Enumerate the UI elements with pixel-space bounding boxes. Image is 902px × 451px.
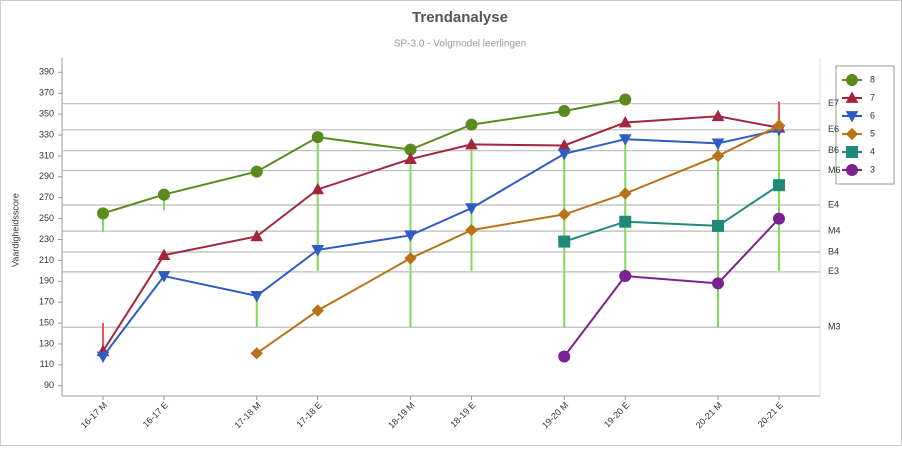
series-line bbox=[102, 128, 780, 358]
marker bbox=[558, 350, 571, 363]
legend-label: 8 bbox=[870, 74, 875, 84]
marker bbox=[712, 277, 724, 290]
marker bbox=[845, 111, 859, 123]
marker bbox=[619, 270, 632, 283]
reference-label: B4 bbox=[828, 246, 839, 256]
marker bbox=[845, 91, 859, 103]
marker bbox=[558, 105, 571, 118]
marker bbox=[773, 212, 785, 225]
marker bbox=[465, 137, 478, 150]
reference-label: E3 bbox=[828, 266, 839, 276]
chart-title: Trendanalyse bbox=[412, 9, 508, 26]
y-tick-label: 290 bbox=[39, 171, 54, 181]
marker bbox=[711, 138, 725, 150]
marker bbox=[846, 74, 858, 86]
reference-label: E6 bbox=[828, 124, 839, 134]
y-tick-label: 310 bbox=[39, 150, 54, 160]
legend-box bbox=[835, 65, 895, 185]
reference-label: M3 bbox=[828, 322, 841, 332]
y-tick-label: 190 bbox=[39, 276, 54, 286]
marker bbox=[557, 148, 571, 161]
marker bbox=[712, 219, 724, 232]
y-tick-label: 130 bbox=[39, 338, 54, 348]
legend-label: 7 bbox=[870, 92, 875, 102]
marker bbox=[465, 223, 478, 237]
y-tick-label: 270 bbox=[39, 192, 54, 202]
y-tick-label: 210 bbox=[39, 255, 54, 265]
y-tick-label: 370 bbox=[39, 88, 54, 98]
marker bbox=[158, 188, 170, 201]
legend-label: 5 bbox=[870, 128, 875, 138]
series-line bbox=[563, 217, 780, 358]
marker bbox=[250, 347, 263, 360]
marker bbox=[311, 245, 325, 257]
y-tick-label: 250 bbox=[39, 213, 54, 223]
reference-label: B6 bbox=[828, 145, 839, 155]
marker bbox=[618, 115, 632, 128]
marker bbox=[846, 146, 858, 158]
marker bbox=[404, 252, 417, 265]
marker bbox=[711, 149, 725, 163]
y-tick-label: 330 bbox=[39, 129, 54, 139]
marker bbox=[97, 207, 109, 220]
series-line bbox=[102, 98, 626, 215]
marker bbox=[404, 152, 417, 164]
marker bbox=[772, 119, 786, 132]
marker bbox=[311, 182, 325, 195]
y-tick-label: 230 bbox=[39, 234, 54, 244]
y-tick-label: 350 bbox=[39, 109, 54, 119]
marker bbox=[157, 248, 171, 261]
marker bbox=[96, 351, 110, 364]
y-tick-label: 150 bbox=[39, 317, 54, 327]
legend-label: 4 bbox=[870, 146, 875, 156]
marker bbox=[157, 271, 171, 283]
marker bbox=[250, 229, 264, 242]
marker bbox=[311, 304, 324, 317]
reference-label: M4 bbox=[828, 226, 841, 236]
marker bbox=[773, 179, 785, 192]
y-tick-label: 170 bbox=[39, 297, 54, 307]
marker bbox=[711, 109, 725, 122]
marker bbox=[558, 208, 571, 221]
marker bbox=[619, 215, 632, 228]
marker bbox=[250, 165, 263, 178]
y-tick-label: 390 bbox=[39, 67, 54, 77]
marker bbox=[558, 235, 571, 248]
marker bbox=[465, 118, 478, 131]
reference-label: E7 bbox=[828, 98, 839, 108]
marker bbox=[404, 230, 417, 242]
series-line bbox=[256, 124, 780, 355]
marker bbox=[846, 164, 858, 176]
marker bbox=[618, 134, 632, 146]
series-line bbox=[102, 115, 780, 352]
series-line bbox=[563, 184, 780, 243]
y-tick-label: 110 bbox=[40, 359, 54, 369]
legend-label: 6 bbox=[870, 110, 875, 120]
chart-subtitle: SP-3.0 - Volgmodel leerlingen bbox=[394, 39, 526, 50]
reference-label: M6 bbox=[828, 165, 841, 175]
marker bbox=[311, 131, 324, 144]
marker bbox=[465, 203, 478, 215]
marker bbox=[619, 187, 632, 200]
marker bbox=[250, 290, 264, 303]
marker bbox=[845, 127, 859, 141]
y-axis-label: Vaardigheidsscore bbox=[10, 193, 20, 267]
reference-label: E4 bbox=[828, 199, 839, 209]
legend-label: 3 bbox=[870, 164, 875, 174]
marker bbox=[619, 93, 632, 106]
y-tick-label: 90 bbox=[44, 380, 54, 390]
